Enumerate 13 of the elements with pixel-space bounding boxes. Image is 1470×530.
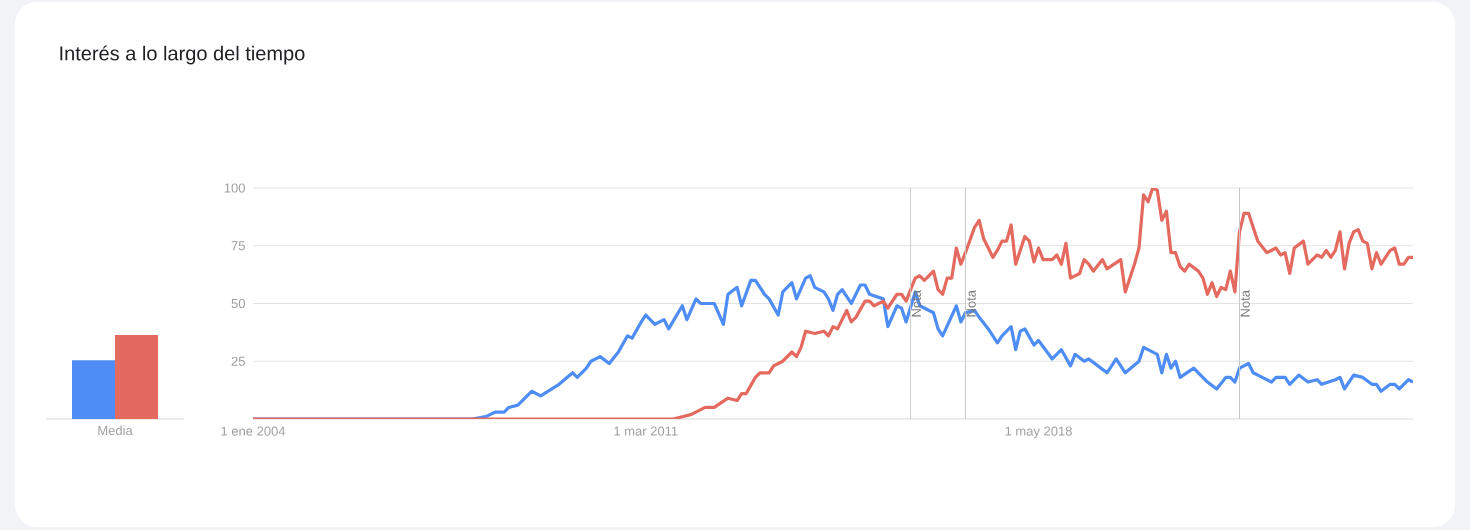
- chart-title: Interés a lo largo del tiempo: [60, 45, 305, 65]
- ref-line-label: Nota: [966, 290, 976, 317]
- ref-line-label: Nota: [1240, 290, 1250, 317]
- y-tick-label: 25: [231, 356, 245, 366]
- x-tick-label: 1 ene 2004: [221, 426, 286, 436]
- ref-line-label: Nota: [911, 290, 921, 317]
- y-tick-label: 50: [231, 298, 245, 309]
- x-tick-label: 1 mar 2011: [614, 426, 678, 436]
- y-tick-label: 75: [231, 241, 245, 251]
- line-series: [253, 187, 1414, 419]
- x-tick-label: 1 may 2018: [1005, 426, 1072, 439]
- y-tick-label: 100: [224, 183, 245, 193]
- x-tick-label: Media: [98, 425, 133, 436]
